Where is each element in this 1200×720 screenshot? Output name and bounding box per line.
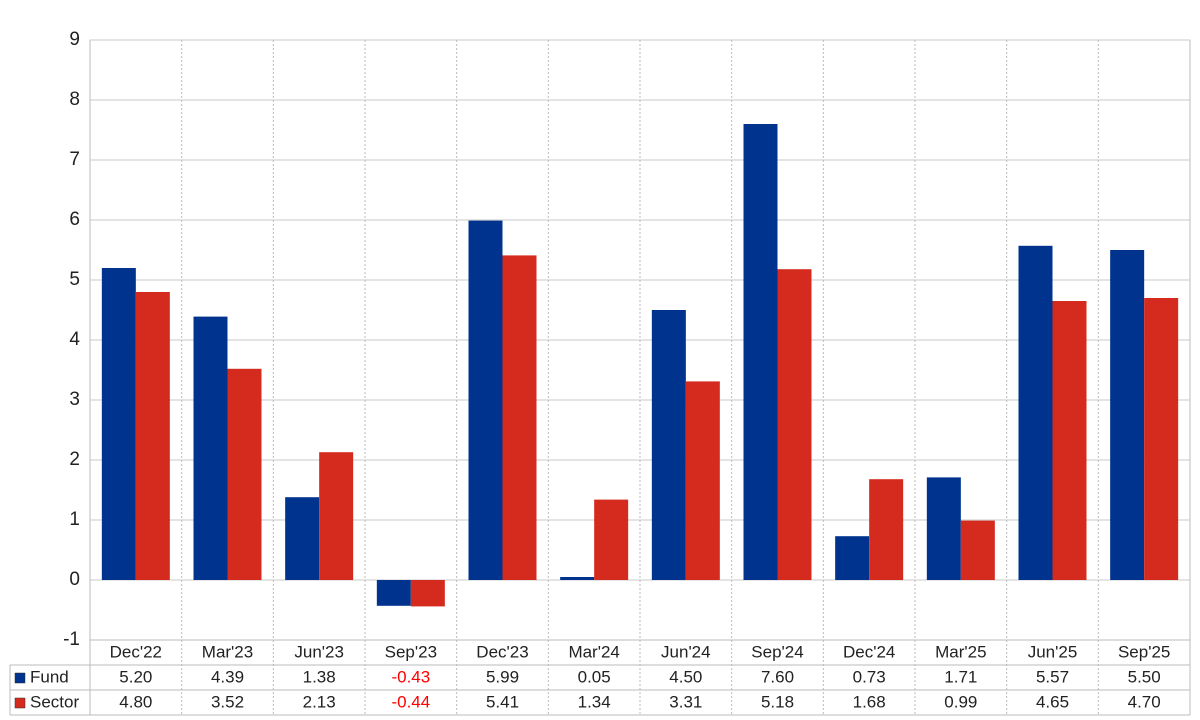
bar xyxy=(319,452,354,580)
table-value: 4.50 xyxy=(669,667,702,686)
x-tick-label: Sep'23 xyxy=(385,642,437,661)
table-value: 5.50 xyxy=(1128,667,1161,686)
table-value: 0.05 xyxy=(578,667,611,686)
x-tick-label: Dec'24 xyxy=(843,642,895,661)
y-tick-label: 4 xyxy=(69,329,80,350)
bar xyxy=(1052,301,1087,580)
table-value: 7.60 xyxy=(761,667,794,686)
y-tick-label: 2 xyxy=(69,449,80,470)
table-value: 5.18 xyxy=(761,692,794,711)
table-value: 0.99 xyxy=(944,692,977,711)
legend-swatch xyxy=(14,697,26,709)
x-tick-label: Sep'24 xyxy=(751,642,803,661)
bar xyxy=(468,220,503,580)
x-tick-label: Jun'23 xyxy=(294,642,344,661)
bar xyxy=(227,368,262,580)
y-tick-label: 1 xyxy=(69,509,80,530)
x-tick-label: Jun'25 xyxy=(1028,642,1078,661)
legend-label: Fund xyxy=(30,667,69,686)
x-tick-label: Mar'23 xyxy=(202,642,253,661)
table-value: 4.39 xyxy=(211,667,244,686)
table-value: 5.41 xyxy=(486,692,519,711)
bar xyxy=(869,479,904,580)
x-tick-label: Dec'22 xyxy=(110,642,162,661)
y-tick-label: 0 xyxy=(69,569,80,590)
table-value: 5.99 xyxy=(486,667,519,686)
bar xyxy=(285,497,320,580)
table-value: 5.20 xyxy=(119,667,152,686)
bar xyxy=(685,381,720,580)
x-tick-label: Sep'25 xyxy=(1118,642,1170,661)
table-value: 4.65 xyxy=(1036,692,1069,711)
x-tick-label: Mar'25 xyxy=(935,642,986,661)
table-value: 1.34 xyxy=(578,692,611,711)
legend-swatch xyxy=(14,672,26,684)
bar xyxy=(777,269,812,580)
table-value: -0.44 xyxy=(391,692,430,711)
table-value: 1.68 xyxy=(853,692,886,711)
bar xyxy=(101,268,136,580)
x-tick-label: Jun'24 xyxy=(661,642,711,661)
x-tick-label: Dec'23 xyxy=(476,642,528,661)
bar xyxy=(1018,245,1053,581)
bar xyxy=(651,310,686,580)
bar xyxy=(1110,250,1145,580)
y-tick-label: 6 xyxy=(69,209,80,230)
bar xyxy=(594,499,629,580)
bar xyxy=(560,577,595,580)
table-value: 4.70 xyxy=(1128,692,1161,711)
bar xyxy=(835,536,870,580)
table-value: 0.73 xyxy=(853,667,886,686)
table-value: 1.71 xyxy=(944,667,977,686)
table-value: 3.52 xyxy=(211,692,244,711)
table-value: 5.57 xyxy=(1036,667,1069,686)
bar xyxy=(193,316,228,580)
bar xyxy=(410,580,445,607)
y-tick-label: 5 xyxy=(69,269,80,290)
bar xyxy=(135,292,170,580)
y-tick-label: 8 xyxy=(69,89,80,110)
table-value: 3.31 xyxy=(669,692,702,711)
table-value: 2.13 xyxy=(303,692,336,711)
bar xyxy=(376,580,411,606)
y-tick-label: 7 xyxy=(69,149,80,170)
bar xyxy=(743,124,778,580)
y-tick-label: -1 xyxy=(63,629,80,650)
bar xyxy=(960,520,995,580)
table-value: 1.38 xyxy=(303,667,336,686)
y-tick-label: 3 xyxy=(69,389,80,410)
bar xyxy=(926,477,961,580)
bar xyxy=(502,255,537,580)
x-tick-label: Mar'24 xyxy=(568,642,619,661)
table-value: -0.43 xyxy=(391,667,430,686)
table-value: 4.80 xyxy=(119,692,152,711)
y-tick-label: 9 xyxy=(69,29,80,50)
legend-label: Sector xyxy=(30,692,79,711)
bar xyxy=(1144,298,1179,580)
